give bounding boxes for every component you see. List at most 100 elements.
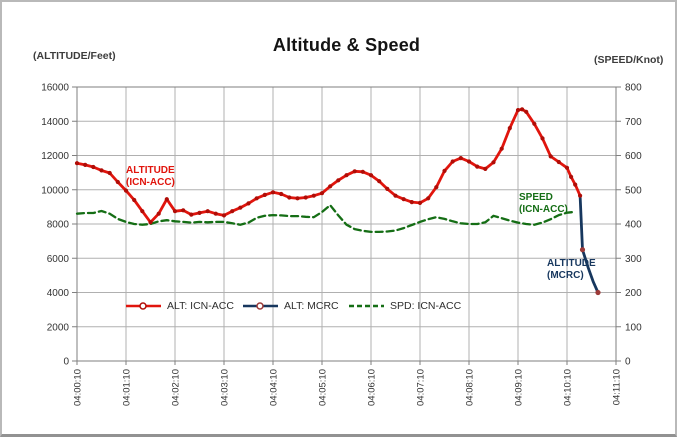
left-axis-title: (ALTITUDE/Feet) [33,50,116,62]
alt-icn-acc-marker [270,190,276,195]
annotation-line: (ICN-ACC) [519,203,568,215]
alt-icn-acc-marker [352,169,357,174]
x-tick-label: 04:05:10 [318,369,329,406]
x-tick-label: 04:01:10 [122,369,133,406]
y-right-tick-label: 400 [625,220,642,231]
alt-icn-acc-marker [475,164,480,169]
annotation-line: ALTITUDE [126,165,175,176]
y-left-tick-label: 16000 [41,83,69,94]
alt-icn-acc-marker [548,154,553,159]
alt-icn-acc-marker [499,146,504,151]
alt-icn-acc-marker [336,178,341,183]
alt-icn-acc-marker [140,209,145,214]
alt-icn-acc-marker [164,197,169,202]
annotation-line: SPEED [519,192,553,203]
y-right-tick-label: 200 [625,288,642,299]
alt-icn-acc-marker [197,210,202,215]
y-right-tick-label: 500 [625,185,642,196]
alt-icn-acc-marker [83,162,88,167]
alt-icn-acc-marker [287,195,292,200]
alt-icn-acc-marker [401,197,406,202]
alt-icn-acc-marker [491,160,496,165]
x-tick-label: 04:11:10 [612,369,623,405]
x-tick-label: 04:09:10 [514,369,525,406]
annotation-line: (ICN-ACC) [126,176,175,188]
alt-icn-acc-marker [230,209,235,214]
alt-icn-acc-marker [417,200,423,205]
alt-icn-acc-marker [303,195,308,200]
annotation-speed-icn-acc: SPEED (ICN-ACC) [519,192,568,215]
alt-icn-acc-marker [132,197,137,203]
legend-item-spd-icn-acc[interactable]: SPD: ICN-ACC [348,299,461,313]
alt-icn-acc-marker [540,136,545,141]
alt-icn-acc-marker [172,209,178,214]
alt-icn-acc-marker [238,205,243,210]
legend-swatch-spd-icn-acc [348,300,385,312]
legend-swatch-alt-icn-acc [125,300,162,312]
y-right-tick-label: 800 [625,83,642,94]
annotation-line: ALTITUDE [547,258,596,269]
y-left-tick-label: 12000 [41,151,69,162]
x-tick-label: 04:10:10 [563,369,574,406]
alt-icn-acc-marker [319,191,325,196]
alt-icn-acc-marker [507,125,512,131]
alt-icn-acc-marker [466,159,472,164]
alt-icn-acc-marker [409,200,414,205]
y-left-tick-label: 4000 [47,288,70,299]
y-right-tick-label: 0 [625,357,631,368]
alt-icn-acc-marker [254,196,259,201]
alt-icn-acc-marker [246,201,251,206]
y-left-tick-label: 6000 [47,254,70,265]
y-right-tick-label: 300 [625,254,642,265]
alt-icn-acc-marker [524,109,529,114]
annotation-altitude-icn-acc: ALTITUDE (ICN-ACC) [126,165,175,188]
alt-icn-acc-marker [156,211,161,216]
y-left-tick-label: 10000 [41,185,69,196]
alt-icn-acc-marker [74,161,80,166]
x-tick-label: 04:08:10 [465,369,476,406]
y-left-tick-label: 2000 [47,322,70,333]
alt-icn-acc-marker [213,211,218,216]
alt-icn-acc-marker [91,164,96,170]
y-left-tick-label: 8000 [47,220,70,231]
alt-icn-acc-marker [279,191,284,197]
spd-icn-acc-line [75,204,575,234]
legend-label: ALT: ICN-ACC [167,300,234,312]
alt-icn-acc-marker [556,159,561,165]
y-left-tick-label: 14000 [41,117,69,128]
legend-item-alt-icn-acc[interactable]: ALT: ICN-ACC [125,299,234,313]
alt-icn-acc-marker [107,170,112,176]
x-tick-label: 04:04:10 [269,369,280,406]
x-tick-label: 04:07:10 [416,369,427,406]
alt-icn-acc-marker [205,209,210,214]
legend-swatch-alt-mcrc [242,300,279,312]
chart-title: Altitude & Speed [272,35,421,55]
alt-icn-acc-marker [115,179,120,185]
alt-mcrc-line [578,194,600,294]
alt-icn-acc-marker [577,193,583,198]
alt-mcrc-marker [579,247,586,253]
alt-icn-acc-marker [221,213,227,218]
annotation-altitude-mcrc: ALTITUDE (MCRC) [547,258,596,281]
legend-label: SPD: ICN-ACC [390,300,462,312]
legend-dashed-glyph [349,304,384,308]
alt-icn-acc-marker [189,212,194,217]
alt-icn-acc-marker [181,208,186,213]
alt-icn-acc-marker [568,174,574,179]
y-right-tick-label: 600 [625,151,642,162]
alt-icn-acc-marker [426,196,431,201]
alt-icn-acc-marker [450,159,455,164]
legend-line-marker-glyph [243,302,278,310]
alt-icn-acc-marker [311,193,316,198]
alt-icn-acc-marker [442,168,447,173]
alt-icn-acc-marker [564,165,570,170]
right-axis-title: (SPEED/Knot) [594,54,664,66]
legend-item-alt-mcrc[interactable]: ALT: MCRC [242,299,339,313]
alt-icn-acc-marker [368,173,374,178]
alt-icn-acc-marker [377,179,382,184]
annotation-line: (MCRC) [547,269,584,281]
x-tick-label: 04:00:10 [73,369,84,406]
y-right-tick-label: 700 [625,117,642,128]
